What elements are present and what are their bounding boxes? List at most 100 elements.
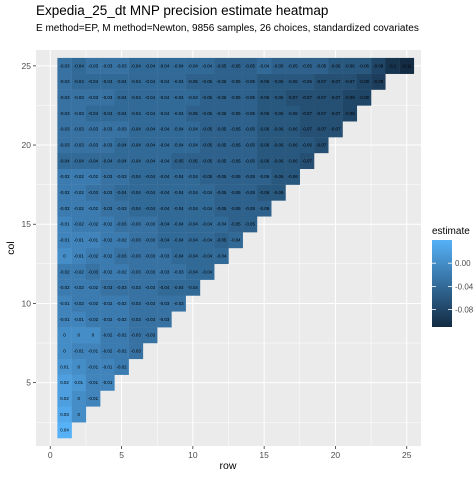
y-axis: 5 10 15 20 25 [22,61,36,388]
cell-label: -0.03 [131,301,142,306]
cell-label: -0.04 [188,285,199,290]
cell-label: -0.03 [145,222,156,227]
heatmap-cell [271,105,286,122]
heatmap-cell [228,216,243,233]
cell-label: -0.06 [273,127,284,132]
heatmap-cell [185,57,201,74]
cell-label: -0.09 [373,79,384,84]
heatmap-cell [356,57,372,74]
cell-label: -0.04 [159,285,170,290]
heatmap-cell [271,57,286,74]
cell-label: 0 [63,253,66,258]
cell-label: -0.04 [74,79,85,84]
cell-label: 0.02 [60,396,69,401]
cell-label: -0.01 [102,380,113,385]
cell-label: -0.03 [131,317,142,322]
heatmap-cell [185,184,201,201]
heatmap-cell [299,89,315,106]
heatmap-cell [285,73,300,90]
cell-label: -0.04 [174,238,185,243]
cell-label: -0.06 [259,95,270,100]
heatmap-cell [228,57,243,74]
heatmap-cell [57,168,72,185]
heatmap-cell [328,105,343,122]
heatmap-cell [214,105,229,122]
cell-label: -0.01 [88,364,99,369]
cell-label: 0 [78,333,81,338]
legend-ticks: 0.00 -0.04 -0.08 [432,259,474,315]
heatmap-cell [71,184,87,201]
cell-label: -0.04 [202,269,213,274]
cell-label: -0.05 [202,79,213,84]
heatmap-cell [214,57,229,74]
cell-label: -0.02 [102,253,113,258]
cell-label: -0.02 [102,301,113,306]
heatmap-cell [71,168,87,185]
heatmap-cell [199,137,215,154]
heatmap-cell [157,295,172,312]
heatmap-cell [100,374,115,391]
heatmap-cell [114,57,129,74]
heatmap-cell [57,200,72,217]
heatmap-cell [199,184,215,201]
cell-label: -0.04 [102,111,113,116]
heatmap-cell [128,73,144,90]
cell-label: -0.04 [145,95,156,100]
heatmap-cell [199,73,215,90]
cell-label: 0.03 [60,412,69,417]
cell-label: -0.04 [216,253,227,258]
heatmap-cell [242,121,258,138]
heatmap-cell [257,152,272,169]
heatmap-cell [85,184,101,201]
x-tick-label: 25 [402,450,412,460]
heatmap-cell [71,327,87,344]
cell-label: -0.03 [117,253,128,258]
heatmap-cell [214,248,229,265]
heatmap-cell [71,73,87,90]
cell-label: -0.02 [74,285,85,290]
cell-label: -0.05 [302,63,313,68]
cell-label: -0.04 [174,79,185,84]
cell-label: -0.05 [216,158,227,163]
heatmap-cell [142,263,158,280]
cell-label: -0.03 [131,348,142,353]
cell-label: -0.04 [145,158,156,163]
cell-label: -0.07 [316,95,327,100]
heatmap-cell [228,184,243,201]
cell-label: -0.08 [345,95,356,100]
heatmap-cell [100,89,115,106]
cell-label: -0.04 [202,238,213,243]
heatmap-cell [71,232,87,249]
cell-label: -0.06 [288,79,299,84]
cell-label: -0.06 [288,158,299,163]
cell-label: -0.04 [145,63,156,68]
x-tick-label: 15 [259,450,269,460]
heatmap-cell [157,73,172,90]
cell-label: -0.03 [88,190,99,195]
heatmap-cell [114,295,129,312]
heatmap-cell [228,168,243,185]
heatmap-cell [128,121,144,138]
heatmap-cell [142,216,158,233]
heatmap-cell [128,327,144,344]
heatmap-cell [114,327,129,344]
cell-label: -0.01 [60,317,71,322]
heatmap-cell [257,73,272,90]
cell-label: -0.04 [60,158,71,163]
cell-label: -0.04 [188,63,199,68]
cell-label: -0.03 [88,143,99,148]
cell-label: -0.06 [273,158,284,163]
cell-label: -0.03 [102,127,113,132]
heatmap-cell [271,168,286,185]
cell-label: -0.04 [202,206,213,211]
cell-label: -0.03 [88,63,99,68]
heatmap-cell [128,57,144,74]
cell-label: -0.08 [359,79,370,84]
heatmap-cell [71,105,87,122]
cell-label: -0.03 [131,269,142,274]
cell-label: -0.06 [273,111,284,116]
cell-label: -0.04 [202,190,213,195]
cell-label: -0.04 [131,63,142,68]
heatmap-cell [314,121,329,138]
cell-label: 0 [92,333,95,338]
